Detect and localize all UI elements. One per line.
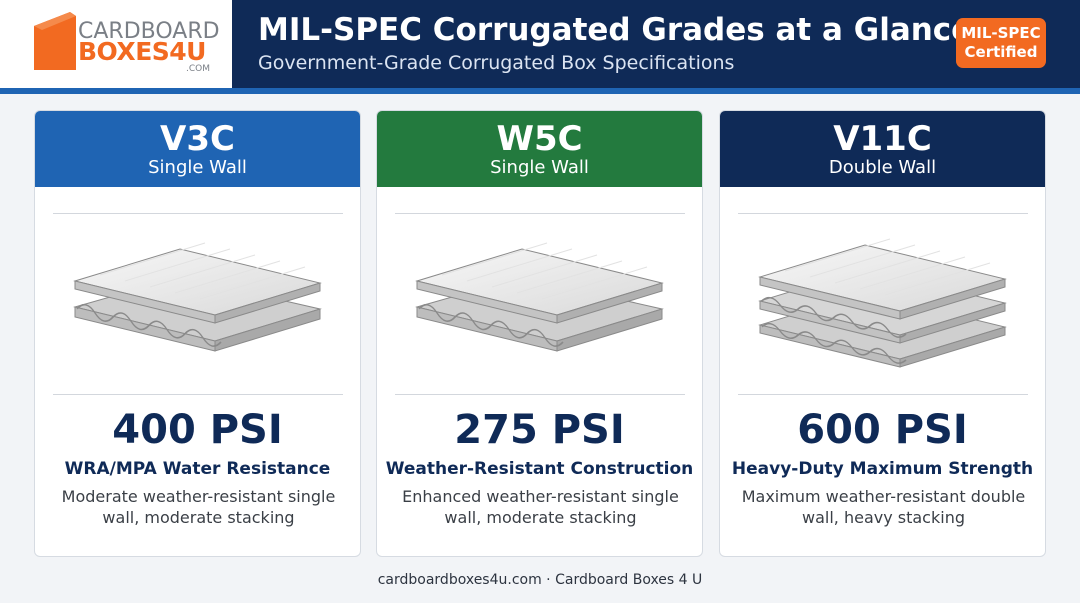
badge-line-1: MIL-SPEC <box>961 24 1041 42</box>
psi-rating: 600 PSI <box>797 407 968 453</box>
double-wall-board-icon <box>758 238 1007 368</box>
psi-rating: 400 PSI <box>112 407 283 453</box>
logo-text-cardboard: CARDBOARD <box>78 19 220 44</box>
feature-title: WRA/MPA Water Resistance <box>64 459 331 479</box>
card-header: V11C Double Wall <box>720 111 1045 187</box>
single-wall-board-icon <box>73 242 322 352</box>
feature-title: Heavy-Duty Maximum Strength <box>731 459 1034 479</box>
header-stripe <box>0 88 1080 94</box>
card-wall-type: Single Wall <box>148 157 247 178</box>
divider <box>395 394 685 395</box>
logo-text-boxes4u: BOXES4U <box>78 37 206 66</box>
card-header: V3C Single Wall <box>35 111 360 187</box>
mil-spec-certified-badge: MIL-SPEC Certified <box>956 18 1046 68</box>
grade-card-v11c: V11C Double Wall 600 PSI Heavy-Duty Maxi… <box>719 110 1046 557</box>
card-wall-type: Double Wall <box>828 157 937 178</box>
page-title: MIL-SPEC Corrugated Grades at a Glance <box>258 12 973 48</box>
divider <box>738 213 1028 214</box>
grade-card-w5c: W5C Single Wall 275 PSI Weather-Resistan… <box>376 110 703 557</box>
page-subtitle: Government-Grade Corrugated Box Specific… <box>258 52 735 74</box>
grade-card-v3c: V3C Single Wall 400 PSI WRA/MPA Water Re… <box>34 110 361 557</box>
feature-description: Enhanced weather-resistant single wall, … <box>402 487 679 527</box>
feature-title: Weather-Resistant Construction <box>385 459 694 479</box>
card-grade: V3C <box>160 119 235 159</box>
divider <box>395 213 685 214</box>
feature-description: Moderate weather-resistant single wall, … <box>61 487 336 527</box>
divider <box>738 394 1028 395</box>
logo[interactable]: CARDBOARD BOXES4U .COM <box>0 0 232 88</box>
card-grade: V11C <box>833 119 932 159</box>
card-grade: W5C <box>496 119 583 159</box>
badge-line-2: Certified <box>964 43 1038 61</box>
footer-text[interactable]: cardboardboxes4u.com · Cardboard Boxes 4… <box>377 572 703 588</box>
card-wall-type: Single Wall <box>490 157 589 178</box>
single-wall-board-icon <box>415 242 664 352</box>
feature-description: Maximum weather-resistant double wall, h… <box>741 487 1026 527</box>
card-header: W5C Single Wall <box>377 111 702 187</box>
divider <box>53 213 343 214</box>
logo-text-com: .COM <box>186 64 210 74</box>
divider <box>53 394 343 395</box>
psi-rating: 275 PSI <box>454 407 625 453</box>
box-logo-icon <box>34 12 76 70</box>
